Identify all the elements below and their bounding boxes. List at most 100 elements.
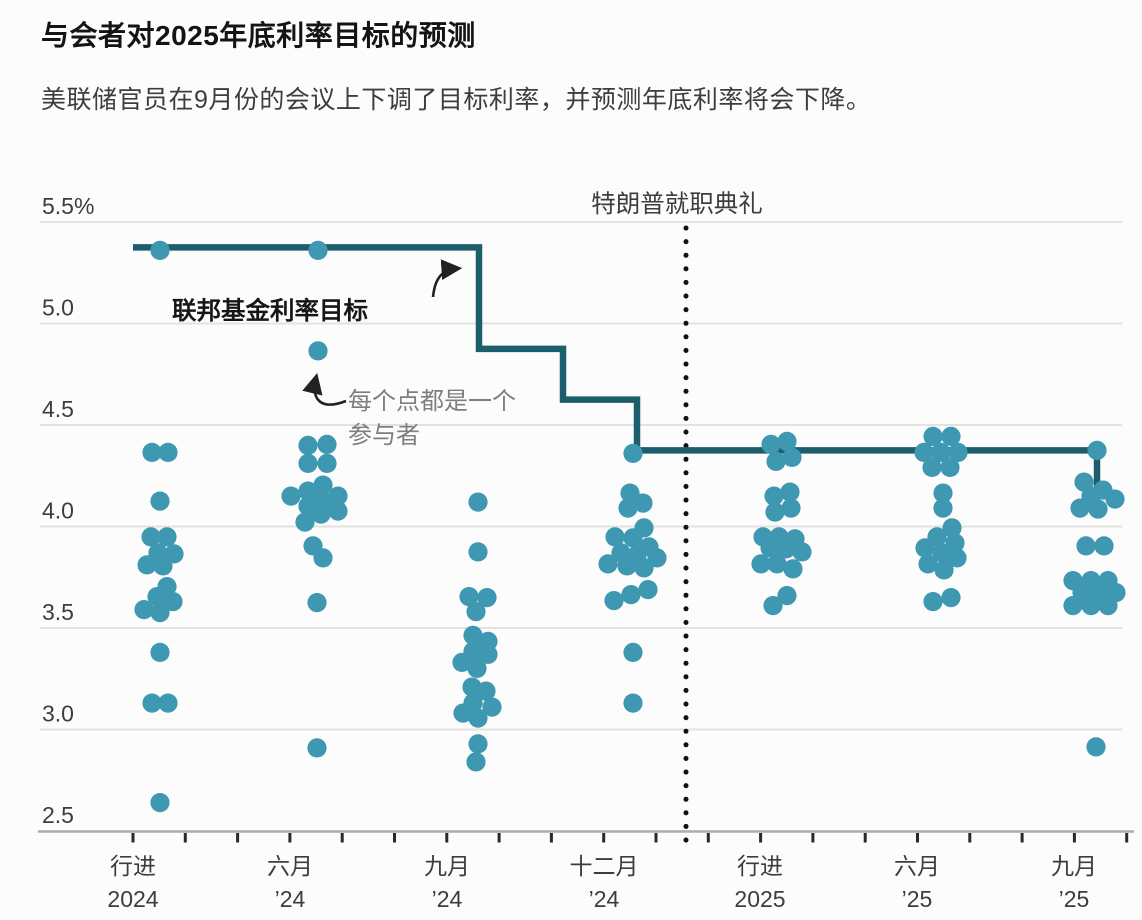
- participant-dot: [776, 539, 796, 559]
- participant-dot: [453, 703, 473, 723]
- participant-dot: [467, 658, 487, 679]
- participant-dot: [763, 596, 783, 616]
- participant-dot: [134, 600, 154, 620]
- participant-dot: [476, 681, 496, 701]
- participant-dot: [157, 527, 177, 547]
- participant-dot: [1063, 596, 1083, 616]
- participant-dot: [150, 240, 170, 260]
- x-axis-layer: 行进 2024 六月 ’24 九月 ’24 十二月 ’24 行进 2025 六月 ’25 九月 ’25: [38, 830, 1134, 912]
- participant-dot: [313, 475, 333, 495]
- x-axis-label-month: 六月: [894, 853, 940, 879]
- participant-dot: [620, 483, 640, 503]
- x-axis-label-month: 十二月: [570, 853, 639, 879]
- participant-dot: [328, 501, 348, 521]
- y-axis-label: 3.5: [42, 599, 74, 625]
- y-axis-label: 4.0: [42, 498, 74, 524]
- dot-note-label: 参与者: [348, 422, 420, 449]
- participant-dot: [281, 486, 301, 506]
- x-axis-label-month: 九月: [1051, 853, 1097, 879]
- y-axis-label: 5.5%: [42, 193, 94, 219]
- participant-dot: [947, 548, 967, 568]
- participant-dot: [918, 554, 938, 574]
- participant-dot: [780, 482, 800, 502]
- y-axis-label: 5.0: [42, 295, 74, 321]
- participant-dot: [307, 738, 327, 758]
- participant-dot: [764, 486, 784, 506]
- participant-dot: [477, 588, 497, 608]
- participant-dot: [623, 642, 643, 663]
- y-axis-label: 3.0: [42, 701, 74, 727]
- participant-dot: [328, 486, 348, 506]
- participant-dot: [308, 341, 328, 361]
- x-axis-label-month: 行进: [737, 853, 783, 879]
- x-axis-label-year: 2025: [734, 886, 785, 912]
- participant-dot: [317, 453, 337, 473]
- x-axis-label-year: ’25: [902, 886, 933, 912]
- participant-dot: [141, 527, 161, 547]
- participant-dot: [311, 504, 331, 524]
- participant-dot: [150, 491, 170, 511]
- participant-dot: [478, 644, 498, 665]
- participant-dot: [934, 560, 954, 580]
- participant-dot: [307, 593, 327, 613]
- participant-dot: [1087, 440, 1107, 460]
- x-axis-label-year: ’24: [275, 886, 306, 912]
- participant-dot: [452, 652, 472, 673]
- participant-dot: [1105, 489, 1125, 509]
- participant-dot: [150, 642, 170, 663]
- participant-dot: [751, 554, 771, 574]
- participant-dot: [765, 502, 785, 522]
- inauguration-label: 特朗普就职典礼: [591, 190, 763, 218]
- target-line-label: 联邦基金利率目标: [172, 296, 368, 325]
- participant-dot: [633, 493, 653, 513]
- participant-dot: [466, 602, 486, 622]
- x-axis-label-year: ’24: [432, 886, 463, 912]
- x-axis-label-month: 行进: [110, 853, 156, 879]
- participant-dot: [792, 542, 812, 562]
- participant-dot: [1076, 536, 1096, 556]
- chart-title: 与会者对2025年底利率目标的预测: [41, 20, 476, 51]
- participant-dot: [463, 625, 483, 646]
- participant-dot: [915, 538, 935, 558]
- participant-dot: [142, 442, 162, 462]
- participant-dot: [933, 498, 953, 518]
- participant-dot: [777, 586, 797, 606]
- participant-dot: [940, 457, 960, 477]
- participant-dot: [933, 483, 953, 503]
- participant-dot: [605, 527, 625, 547]
- participant-dot: [634, 558, 654, 578]
- x-axis-label-year: 2024: [107, 886, 158, 912]
- participant-dot: [623, 693, 643, 713]
- participant-dot: [781, 498, 801, 518]
- participant-dot: [1086, 737, 1106, 757]
- participant-dot: [604, 591, 624, 611]
- dots-layer: [134, 240, 1126, 813]
- participant-dot: [459, 587, 479, 607]
- participant-dot: [158, 442, 178, 462]
- participant-dot: [482, 697, 502, 717]
- participant-dot: [623, 528, 643, 548]
- participant-dot: [1081, 596, 1101, 616]
- participant-dot: [923, 426, 943, 446]
- participant-dot: [647, 548, 667, 568]
- event-line-layer: 特朗普就职典礼: [591, 190, 763, 855]
- participant-dot: [150, 793, 170, 813]
- participant-dot: [767, 554, 787, 574]
- participant-dot: [945, 533, 965, 553]
- participant-dot: [468, 708, 488, 728]
- participant-dot: [298, 481, 318, 501]
- participant-dot: [782, 447, 802, 467]
- participant-dot: [914, 442, 934, 462]
- participant-dot: [922, 457, 942, 477]
- participant-dot: [942, 518, 962, 538]
- participant-dot: [466, 752, 486, 772]
- participant-dot: [638, 580, 658, 600]
- participant-dot: [468, 542, 488, 562]
- arrow-to-dot: [302, 372, 347, 406]
- participant-dot: [941, 426, 961, 446]
- participant-dot: [777, 431, 797, 451]
- participant-dot: [153, 556, 173, 576]
- gridlines-layer: 5.5% 5.0 4.5 4.0 3.5 3.0 2.5: [40, 193, 1122, 828]
